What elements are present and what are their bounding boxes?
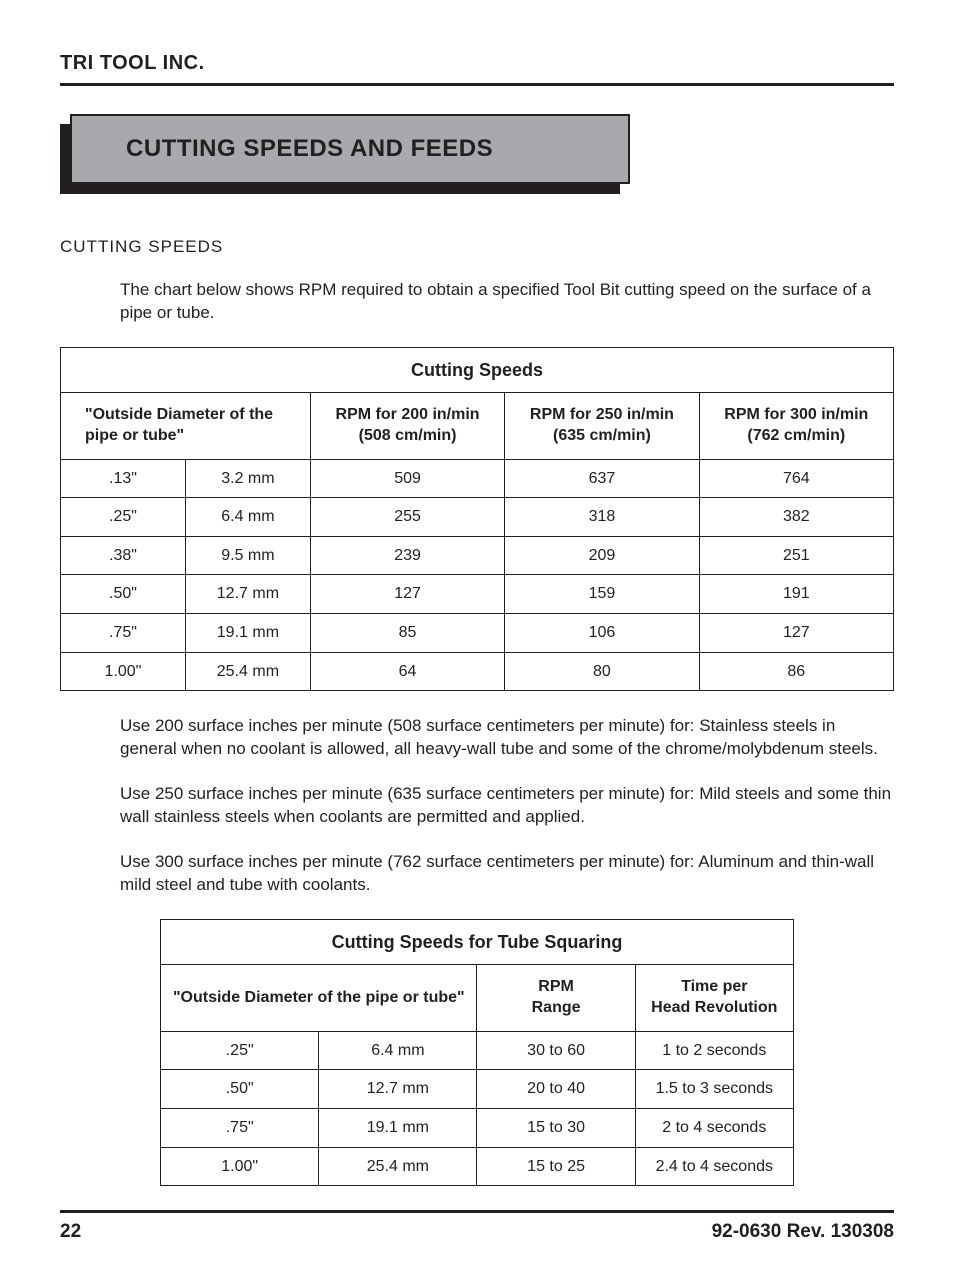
note-300: Use 300 surface inches per minute (762 s… xyxy=(120,851,894,897)
note-200: Use 200 surface inches per minute (508 s… xyxy=(120,715,894,761)
cell-in: .13" xyxy=(61,459,186,498)
table2-head-od: "Outside Diameter of the pipe or tube" xyxy=(161,965,477,1032)
cell-mm: 25.4 mm xyxy=(319,1147,477,1186)
cell-mm: 3.2 mm xyxy=(185,459,310,498)
page-footer: 22 92-0630 Rev. 130308 xyxy=(60,1210,894,1245)
table-row: 1.00"25.4 mm15 to 252.4 to 4 seconds xyxy=(161,1147,794,1186)
cell-rpm300: 86 xyxy=(699,652,893,691)
cell-in: .25" xyxy=(61,498,186,537)
cell-mm: 9.5 mm xyxy=(185,536,310,575)
cell-rpm: 30 to 60 xyxy=(477,1031,635,1070)
table-row: .75"19.1 mm15 to 302 to 4 seconds xyxy=(161,1108,794,1147)
cell-rpm200: 127 xyxy=(310,575,504,614)
intro-paragraph: The chart below shows RPM required to ob… xyxy=(120,279,894,325)
doc-revision: 92-0630 Rev. 130308 xyxy=(712,1219,894,1245)
cell-in: .75" xyxy=(61,614,186,653)
cell-mm: 6.4 mm xyxy=(319,1031,477,1070)
cell-in: .25" xyxy=(161,1031,319,1070)
table1-title: Cutting Speeds xyxy=(61,347,894,392)
page-number: 22 xyxy=(60,1219,81,1245)
table-row: .38"9.5 mm239209251 xyxy=(61,536,894,575)
cell-in: .75" xyxy=(161,1108,319,1147)
section-label: CUTTING SPEEDS xyxy=(60,236,894,259)
cell-time: 2.4 to 4 seconds xyxy=(635,1147,793,1186)
cell-mm: 6.4 mm xyxy=(185,498,310,537)
cell-mm: 19.1 mm xyxy=(319,1108,477,1147)
table-row: .25"6.4 mm255318382 xyxy=(61,498,894,537)
cell-in: .38" xyxy=(61,536,186,575)
cell-in: .50" xyxy=(61,575,186,614)
cell-rpm: 15 to 30 xyxy=(477,1108,635,1147)
cell-rpm200: 239 xyxy=(310,536,504,575)
cell-time: 2 to 4 seconds xyxy=(635,1108,793,1147)
cell-time: 1 to 2 seconds xyxy=(635,1031,793,1070)
cell-time: 1.5 to 3 seconds xyxy=(635,1070,793,1109)
table2-head-rpm: RPMRange xyxy=(477,965,635,1032)
cell-rpm300: 127 xyxy=(699,614,893,653)
cell-rpm200: 85 xyxy=(310,614,504,653)
cell-rpm250: 106 xyxy=(505,614,699,653)
table1-head-300: RPM for 300 in/min(762 cm/min) xyxy=(699,393,893,460)
cell-rpm200: 64 xyxy=(310,652,504,691)
cell-rpm250: 209 xyxy=(505,536,699,575)
cell-rpm250: 637 xyxy=(505,459,699,498)
heading-box: CUTTING SPEEDS AND FEEDS xyxy=(70,114,630,184)
page-heading: CUTTING SPEEDS AND FEEDS xyxy=(126,133,493,165)
cell-mm: 12.7 mm xyxy=(319,1070,477,1109)
cell-mm: 19.1 mm xyxy=(185,614,310,653)
cell-in: .50" xyxy=(161,1070,319,1109)
table2-head-time: Time perHead Revolution xyxy=(635,965,793,1032)
cell-rpm250: 80 xyxy=(505,652,699,691)
table1-head-od: "Outside Diameter of the pipe or tube" xyxy=(61,393,311,460)
cell-mm: 12.7 mm xyxy=(185,575,310,614)
cell-rpm200: 509 xyxy=(310,459,504,498)
cell-in: 1.00" xyxy=(61,652,186,691)
cell-rpm200: 255 xyxy=(310,498,504,537)
table1-head-250: RPM for 250 in/min(635 cm/min) xyxy=(505,393,699,460)
cell-mm: 25.4 mm xyxy=(185,652,310,691)
cell-rpm250: 159 xyxy=(505,575,699,614)
table-row: 1.00"25.4 mm648086 xyxy=(61,652,894,691)
cell-rpm: 20 to 40 xyxy=(477,1070,635,1109)
cell-in: 1.00" xyxy=(161,1147,319,1186)
table-row: .13"3.2 mm509637764 xyxy=(61,459,894,498)
heading-banner: CUTTING SPEEDS AND FEEDS xyxy=(60,114,894,194)
table-row: .25"6.4 mm30 to 601 to 2 seconds xyxy=(161,1031,794,1070)
table-row: .75"19.1 mm85106127 xyxy=(61,614,894,653)
note-250: Use 250 surface inches per minute (635 s… xyxy=(120,783,894,829)
company-name: TRI TOOL INC. xyxy=(60,50,894,86)
table1-head-200: RPM for 200 in/min(508 cm/min) xyxy=(310,393,504,460)
cell-rpm300: 382 xyxy=(699,498,893,537)
cell-rpm300: 251 xyxy=(699,536,893,575)
table-row: .50"12.7 mm127159191 xyxy=(61,575,894,614)
table2-title: Cutting Speeds for Tube Squaring xyxy=(161,919,794,964)
cell-rpm300: 764 xyxy=(699,459,893,498)
tube-squaring-table: Cutting Speeds for Tube Squaring "Outsid… xyxy=(160,919,794,1186)
cell-rpm250: 318 xyxy=(505,498,699,537)
cell-rpm300: 191 xyxy=(699,575,893,614)
cell-rpm: 15 to 25 xyxy=(477,1147,635,1186)
table-row: .50"12.7 mm20 to 401.5 to 3 seconds xyxy=(161,1070,794,1109)
cutting-speeds-table: Cutting Speeds "Outside Diameter of the … xyxy=(60,347,894,691)
